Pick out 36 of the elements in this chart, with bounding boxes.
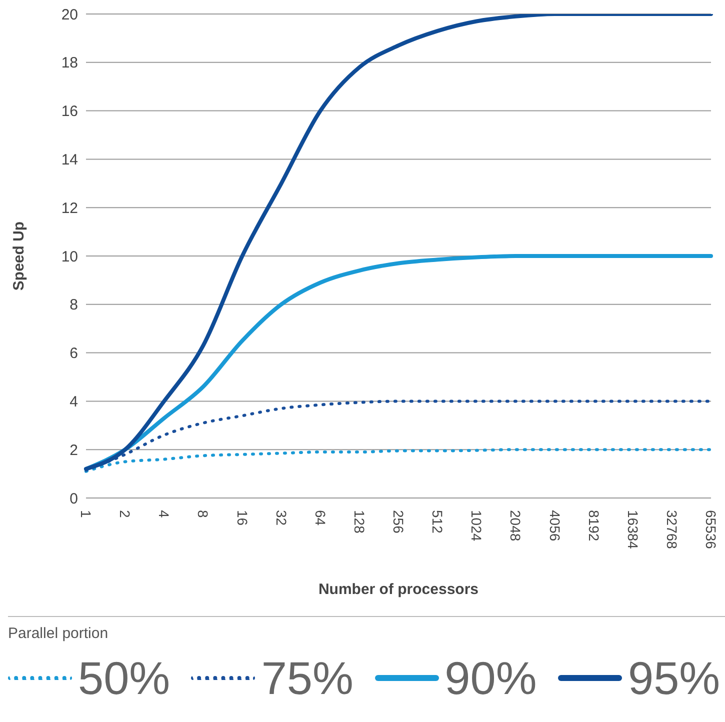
- x-tick-label: 16: [234, 510, 250, 526]
- x-axis-title: Number of processors: [318, 581, 479, 598]
- x-tick-label: 2: [117, 510, 134, 518]
- y-tick-label: 18: [61, 54, 78, 72]
- x-tick-label: 128: [351, 510, 368, 534]
- y-tick-label: 20: [61, 6, 78, 24]
- legend-label: 90%: [444, 652, 537, 704]
- line-series: [84, 14, 713, 471]
- y-tick-label: 12: [61, 200, 78, 217]
- y-tick-label: 6: [70, 345, 78, 362]
- legend-label: 50%: [78, 652, 170, 704]
- legend-label: 95%: [628, 652, 720, 704]
- x-tick-label: 65536: [703, 510, 719, 550]
- x-tick-label: 32: [273, 510, 290, 526]
- y-tick-label: 10: [61, 248, 78, 266]
- x-tick-label: 8: [195, 510, 212, 518]
- x-tick-label: 4: [156, 510, 172, 518]
- x-tick-label: 2048: [508, 510, 524, 542]
- x-tick-label: 8192: [586, 510, 602, 542]
- legend-title: Parallel portion: [8, 625, 110, 642]
- y-tick-label: 8: [70, 296, 78, 314]
- x-tick-label: 64: [312, 510, 328, 526]
- y-tick-label: 16: [61, 103, 78, 120]
- y-tick-label: 14: [61, 152, 78, 169]
- legend-label: 75%: [261, 652, 354, 704]
- x-tick-label: 32768: [664, 510, 680, 550]
- x-tick-label: 256: [390, 510, 406, 534]
- x-tick-label: 1: [78, 510, 94, 518]
- y-axis-title: Speed Up: [10, 221, 28, 291]
- y-tick-label: 4: [70, 394, 78, 411]
- x-tick-label: 512: [430, 510, 446, 534]
- x-tick-label: 1024: [468, 510, 485, 542]
- y-tick-label: 2: [70, 442, 78, 459]
- x-tick-label: 16384: [624, 510, 641, 550]
- x-tick-label: 4056: [546, 510, 563, 542]
- y-tick-label: 0: [70, 490, 78, 508]
